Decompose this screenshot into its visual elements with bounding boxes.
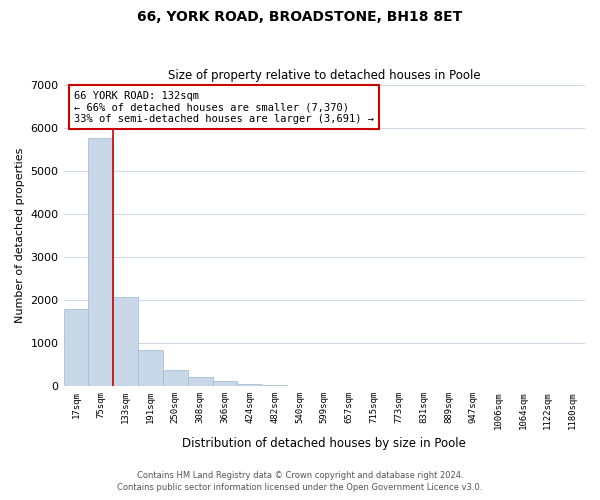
- Bar: [113, 298, 138, 386]
- Bar: [212, 382, 238, 386]
- Bar: [163, 370, 188, 386]
- Bar: [238, 384, 262, 386]
- Text: 66, YORK ROAD, BROADSTONE, BH18 8ET: 66, YORK ROAD, BROADSTONE, BH18 8ET: [137, 10, 463, 24]
- Text: Contains HM Land Registry data © Crown copyright and database right 2024.
Contai: Contains HM Land Registry data © Crown c…: [118, 471, 482, 492]
- Bar: [188, 376, 212, 386]
- X-axis label: Distribution of detached houses by size in Poole: Distribution of detached houses by size …: [182, 437, 466, 450]
- Bar: [64, 310, 88, 386]
- Bar: [88, 138, 113, 386]
- Bar: [138, 350, 163, 386]
- Bar: [262, 385, 287, 386]
- Y-axis label: Number of detached properties: Number of detached properties: [15, 148, 25, 323]
- Text: 66 YORK ROAD: 132sqm
← 66% of detached houses are smaller (7,370)
33% of semi-de: 66 YORK ROAD: 132sqm ← 66% of detached h…: [74, 90, 374, 124]
- Title: Size of property relative to detached houses in Poole: Size of property relative to detached ho…: [168, 69, 481, 82]
